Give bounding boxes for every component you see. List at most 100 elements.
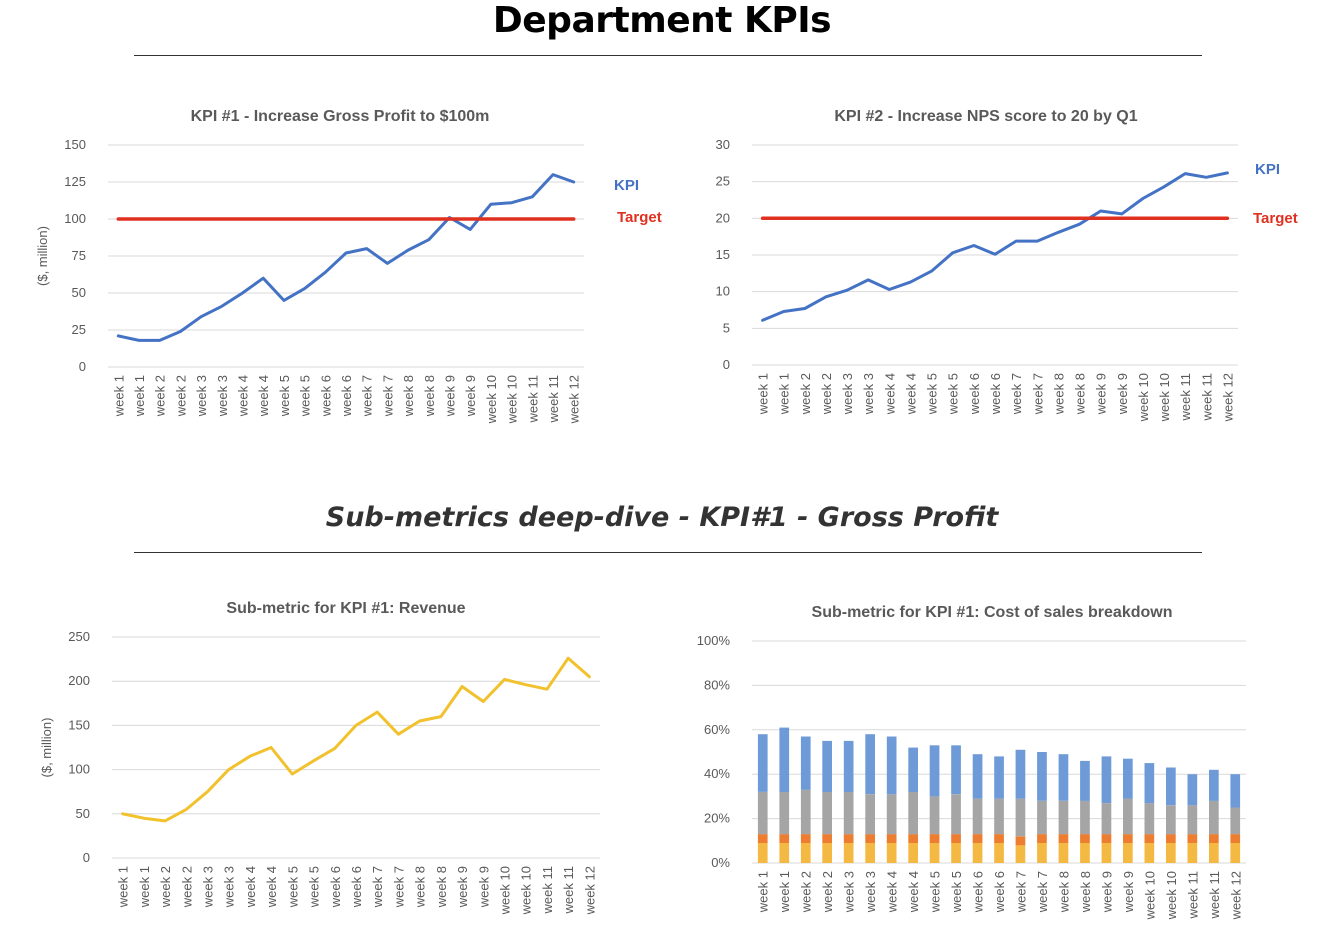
- bar-segment-1: [757, 843, 768, 863]
- x-tick-label: week 11: [1178, 373, 1193, 421]
- bar-segment-1: [1187, 843, 1198, 863]
- bar-segment-2: [1037, 834, 1047, 843]
- x-tick-label: week 11: [1199, 373, 1214, 421]
- bar-segment-4: [865, 734, 875, 795]
- bar-segment-4: [843, 740, 854, 792]
- series-label-kpi: KPI: [614, 177, 639, 194]
- bar-segment-2: [1209, 834, 1219, 843]
- y-tick-label: 20%: [704, 811, 730, 826]
- x-tick-label: week 1: [756, 871, 771, 913]
- x-tick-label: week 3: [861, 373, 876, 415]
- y-tick-label: 0: [723, 357, 730, 372]
- x-tick-label: week 3: [863, 871, 878, 913]
- bar-segment-1: [800, 843, 811, 863]
- chart-cost-of-sales: Sub-metric for KPI #1: Cost of sales bre…: [697, 604, 1246, 920]
- bar-segment-3: [908, 792, 918, 835]
- x-tick-label: week 7: [380, 375, 395, 417]
- x-tick-label: week 10: [519, 866, 534, 915]
- x-tick-label: week 4: [903, 373, 918, 415]
- x-tick-label: week 12: [1228, 871, 1243, 920]
- y-tick-label: 0: [83, 850, 90, 865]
- x-tick-label: week 10: [1157, 373, 1172, 422]
- x-tick-label: week 6: [349, 866, 364, 908]
- bar-segment-4: [1166, 767, 1176, 806]
- bar-segment-3: [1058, 800, 1069, 835]
- bar-segment-4: [822, 740, 832, 792]
- bar-segment-2: [779, 834, 790, 843]
- x-tick-label: week 2: [153, 375, 168, 417]
- y-tick-label: 10: [716, 284, 730, 299]
- bar-segment-4: [1015, 749, 1026, 799]
- x-tick-label: week 8: [1051, 373, 1066, 415]
- y-tick-label: 25: [716, 174, 730, 189]
- x-tick-label: week 5: [277, 375, 292, 417]
- bar-segment-4: [1058, 754, 1069, 801]
- y-tick-label: 125: [64, 174, 86, 189]
- x-tick-label: week 10: [1142, 871, 1157, 920]
- bar-segment-4: [972, 754, 983, 799]
- y-tick-label: 0: [79, 359, 86, 374]
- chart-title: Sub-metric for KPI #1: Cost of sales bre…: [812, 604, 1173, 621]
- x-tick-label: week 8: [434, 866, 449, 908]
- bar-segment-4: [886, 736, 897, 795]
- y-axis-label: ($, million): [39, 718, 54, 778]
- x-tick-label: week 4: [243, 866, 258, 908]
- series-line-revenue: [121, 656, 591, 823]
- bar-segment-4: [757, 734, 768, 792]
- bar-segment-3: [1187, 805, 1198, 835]
- bar-segment-1: [1230, 843, 1241, 863]
- bar-segment-1: [779, 843, 790, 863]
- bar-segment-3: [757, 792, 768, 835]
- x-tick-label: week 2: [798, 373, 813, 415]
- y-tick-label: 20: [716, 210, 730, 225]
- bar-segment-2: [800, 834, 811, 843]
- bar-segment-3: [1015, 798, 1026, 837]
- bar-segment-4: [1123, 758, 1133, 799]
- bar-segment-1: [886, 843, 897, 863]
- bar-segment-2: [1123, 834, 1133, 843]
- y-axis-label: ($, million): [35, 226, 50, 286]
- y-tick-label: 150: [64, 137, 86, 152]
- bar-segment-1: [929, 843, 940, 863]
- x-tick-label: week 9: [455, 866, 470, 908]
- x-tick-label: week 6: [992, 871, 1007, 913]
- x-tick-label: week 4: [256, 375, 271, 417]
- bar-segment-2: [1187, 834, 1198, 843]
- x-tick-label: week 11: [1185, 871, 1200, 919]
- x-tick-label: week 7: [1009, 373, 1024, 415]
- x-tick-label: week 5: [307, 866, 322, 908]
- chart-title: KPI #2 - Increase NPS score to 20 by Q1: [834, 108, 1137, 125]
- x-tick-label: week 11: [561, 866, 576, 914]
- bar-segment-3: [865, 794, 875, 835]
- x-tick-label: week 4: [882, 373, 897, 415]
- x-tick-label: week 10: [498, 866, 513, 915]
- bar-segment-4: [800, 736, 811, 790]
- x-tick-label: week 2: [179, 866, 194, 908]
- x-tick-label: week 5: [946, 373, 961, 415]
- x-tick-label: week 1: [756, 373, 771, 415]
- x-tick-label: week 1: [111, 375, 126, 417]
- x-tick-label: week 6: [971, 871, 986, 913]
- bar-segment-3: [1080, 800, 1090, 835]
- x-tick-label: week 3: [222, 866, 237, 908]
- chart-kpi1: KPI #1 - Increase Gross Profit to $100m 0…: [35, 108, 662, 424]
- bar-segment-1: [1015, 845, 1026, 863]
- bar-segment-2: [1166, 834, 1176, 843]
- x-tick-label: week 9: [463, 375, 478, 417]
- x-tick-label: week 9: [476, 866, 491, 908]
- x-tick-label: week 1: [132, 375, 147, 417]
- bar-segment-1: [1144, 843, 1155, 863]
- bar-segment-2: [994, 834, 1004, 843]
- x-tick-label: week 4: [906, 871, 921, 913]
- section-title: Sub-metrics deep-dive - KPI#1 - Gross Pr…: [325, 502, 999, 533]
- bar-segment-2: [843, 834, 854, 843]
- bar-segment-4: [951, 745, 961, 795]
- bar-segment-2: [865, 834, 875, 843]
- bar-segment-1: [1058, 843, 1069, 863]
- bar-segment-3: [1209, 800, 1219, 835]
- x-tick-label: week 10: [484, 375, 499, 424]
- bar-segment-1: [972, 843, 983, 863]
- x-tick-label: week 2: [799, 871, 814, 913]
- bar-segment-3: [886, 794, 897, 835]
- x-tick-label: week 1: [777, 373, 792, 415]
